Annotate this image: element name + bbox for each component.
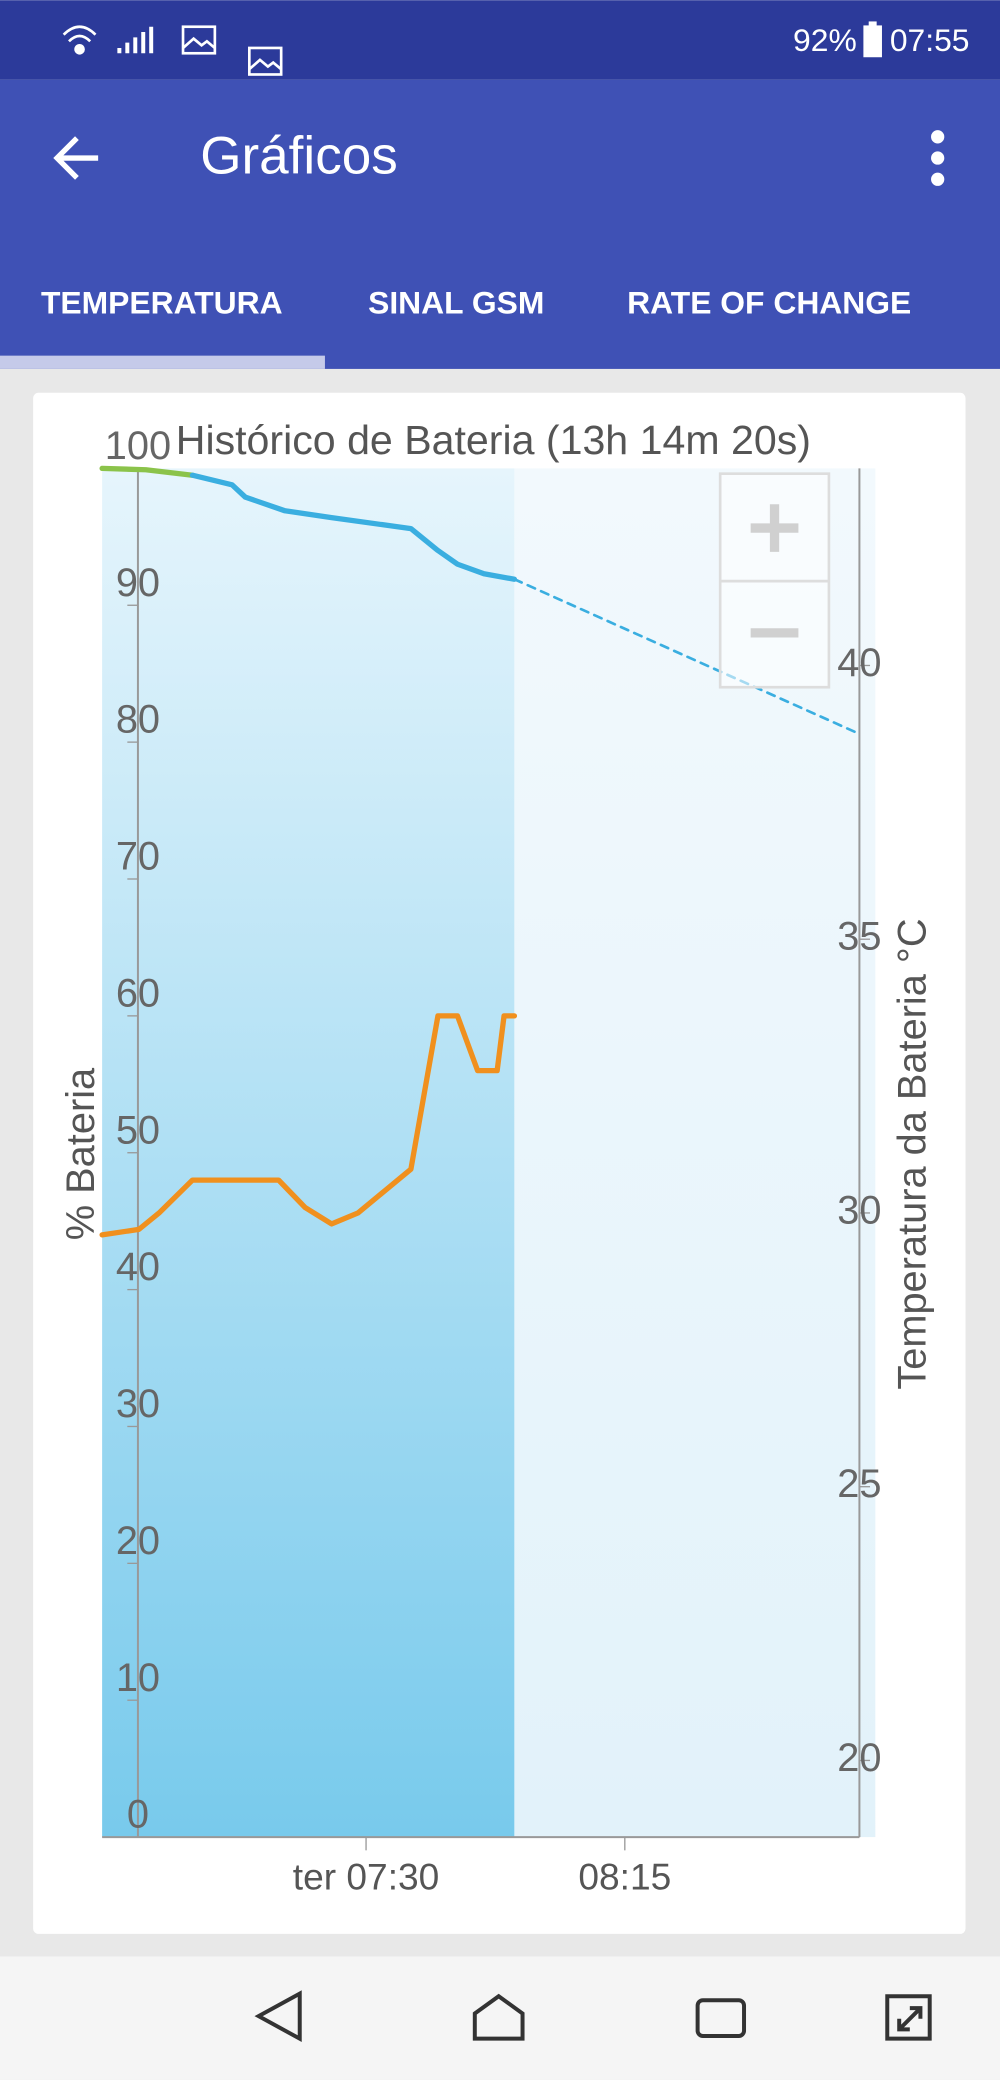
y-tick-label: 100 [105,424,171,468]
tab-indicator [0,355,325,369]
x-tick-label: 08:15 [578,1855,671,1897]
app-bar [0,79,1000,369]
battery-level: 92% [793,22,857,58]
series-line [513,577,861,736]
y-tick-label: 10 [116,1656,160,1700]
y2-tick-label: 20 [837,1736,881,1780]
overflow-menu[interactable] [931,130,945,186]
tab[interactable]: SINAL GSM [368,285,544,321]
tab[interactable]: RATE OF CHANGE [627,285,911,321]
y-tick-label: 70 [116,835,160,879]
y2-tick-label: 40 [837,641,881,685]
nav-buttons[interactable] [254,1990,932,2043]
navigation-bar [0,1956,1000,2080]
back-button[interactable] [53,136,99,180]
y-tick-label: 40 [116,1245,160,1289]
chart-title: Histórico de Bateria (13h 14m 20s) [176,417,811,463]
clock: 07:55 [890,22,970,58]
projection-area [514,468,876,1838]
y2-tick-label: 30 [837,1188,881,1232]
y2-tick-label: 25 [837,1462,881,1506]
y-tick-label: 30 [116,1382,160,1426]
status-bar [0,0,1000,80]
tab[interactable]: TEMPERATURA [41,285,283,321]
app-title: Gráficos [200,126,398,185]
y2-tick-label: 35 [837,915,881,959]
series-line [189,472,518,582]
y-tick-label: 0 [127,1793,149,1837]
series-line [99,1013,518,1238]
y-tick-label: 90 [116,561,160,605]
y-tick-label: 50 [116,1108,160,1152]
series-line [99,465,196,478]
y2-axis-label: Temperatura da Bateria °C [891,918,935,1389]
zoom-controls[interactable] [718,472,831,689]
history-area [102,468,515,1838]
y-tick-label: 60 [116,971,160,1015]
x-tick-label: ter 07:30 [293,1855,440,1897]
status-icons [62,21,882,76]
y-axis-label: % Bateria [59,1067,103,1240]
y-tick-label: 80 [116,698,160,742]
y-tick-label: 20 [116,1519,160,1563]
